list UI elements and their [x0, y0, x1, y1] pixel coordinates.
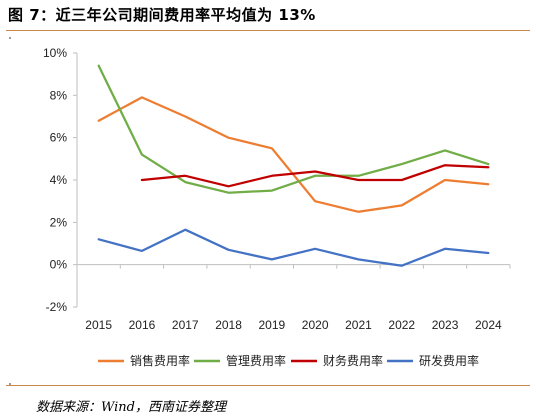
x-tick-label: 2020	[302, 318, 329, 332]
x-tick-label: 2017	[172, 318, 199, 332]
x-tick-label: 2018	[215, 318, 242, 332]
series-line	[97, 64, 490, 194]
y-tick-label: -2%	[46, 300, 68, 314]
x-tick-label: 2021	[345, 318, 372, 332]
legend-label: 财务费用率	[323, 353, 383, 368]
legend-label: 管理费用率	[226, 353, 286, 368]
series-line	[140, 164, 490, 188]
legend-label: 销售费用率	[130, 353, 190, 368]
x-tick-label: 2024	[475, 318, 502, 332]
x-tick-label: 2023	[432, 318, 459, 332]
x-tick-label: 2016	[129, 318, 156, 332]
y-tick-label: 2%	[50, 215, 68, 229]
x-tick-label: 2022	[388, 318, 415, 332]
source-note: 数据来源：Wind，西南证券整理	[36, 400, 226, 415]
y-tick-label: 0%	[50, 258, 68, 272]
corner-dot	[9, 37, 11, 39]
y-tick-label: 4%	[50, 173, 68, 187]
y-tick-label: 8%	[50, 88, 68, 102]
legend-label: 研发费用率	[419, 353, 479, 368]
footer-divider	[6, 385, 530, 386]
x-tick-label: 2019	[258, 318, 285, 332]
chart-title: 图 7：近三年公司期间费用率平均值为 13%	[8, 6, 316, 24]
y-tick-label: 10%	[43, 46, 67, 60]
title-divider	[6, 30, 530, 31]
corner-dot	[9, 383, 11, 385]
y-tick-label: 6%	[50, 131, 68, 145]
series-line	[97, 228, 490, 267]
x-tick-label: 2015	[85, 318, 112, 332]
